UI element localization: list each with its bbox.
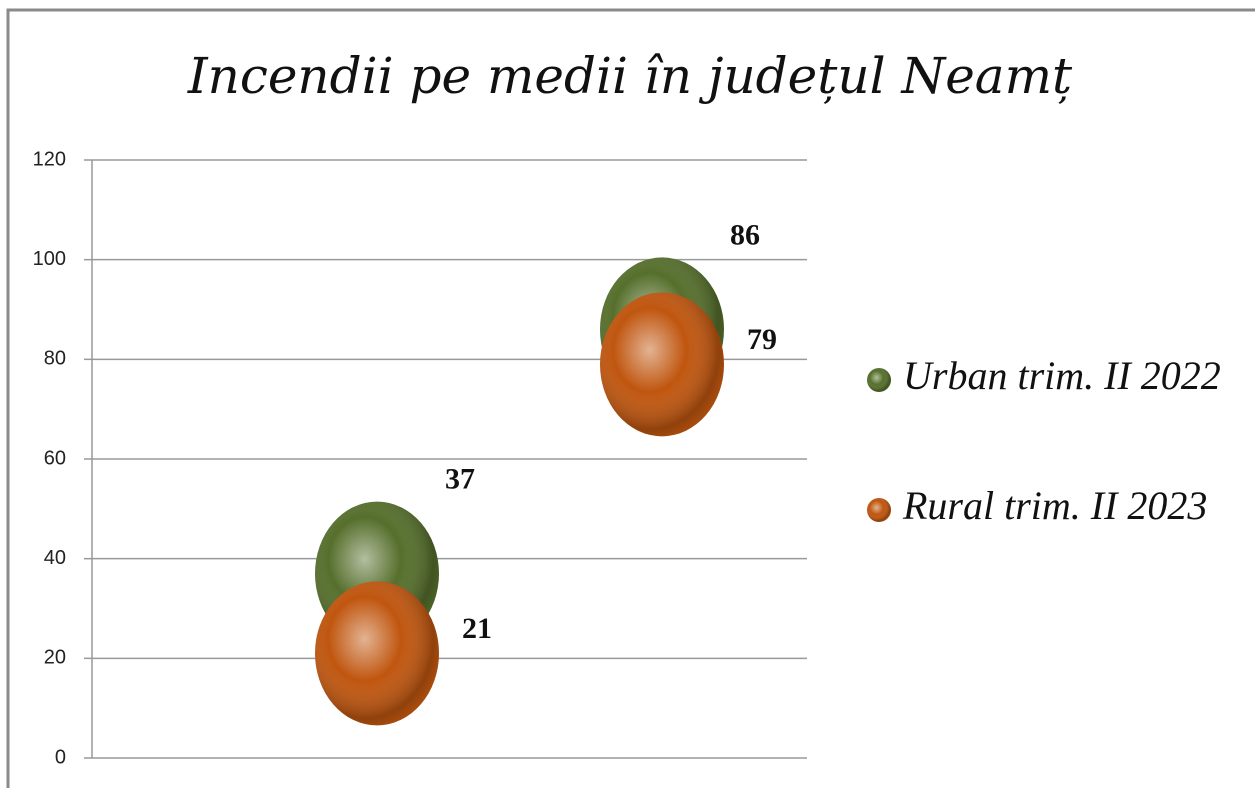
sphere-shade bbox=[315, 581, 439, 726]
value-label: 86 bbox=[730, 218, 760, 251]
chart-title: Incendii pe medii în județul Neamț bbox=[187, 47, 1073, 105]
legend-label: Urban trim. II 2022 bbox=[903, 353, 1221, 398]
y-tick-label: 120 bbox=[33, 148, 66, 170]
y-tick-label: 80 bbox=[44, 348, 66, 370]
sphere-shade bbox=[600, 292, 724, 437]
legend-label: Rural trim. II 2023 bbox=[902, 483, 1207, 528]
y-tick-label: 100 bbox=[33, 248, 66, 270]
y-tick-label: 0 bbox=[55, 746, 66, 768]
y-tick-label: 40 bbox=[44, 547, 66, 569]
y-tick-label: 20 bbox=[44, 647, 66, 669]
value-label: 21 bbox=[462, 612, 492, 645]
frame bbox=[6, 8, 1255, 788]
value-label: 37 bbox=[445, 463, 475, 496]
value-label: 79 bbox=[747, 323, 777, 356]
legend-marker-shade bbox=[867, 368, 891, 392]
y-tick-label: 60 bbox=[44, 447, 66, 469]
legend-marker-shade bbox=[867, 498, 891, 522]
